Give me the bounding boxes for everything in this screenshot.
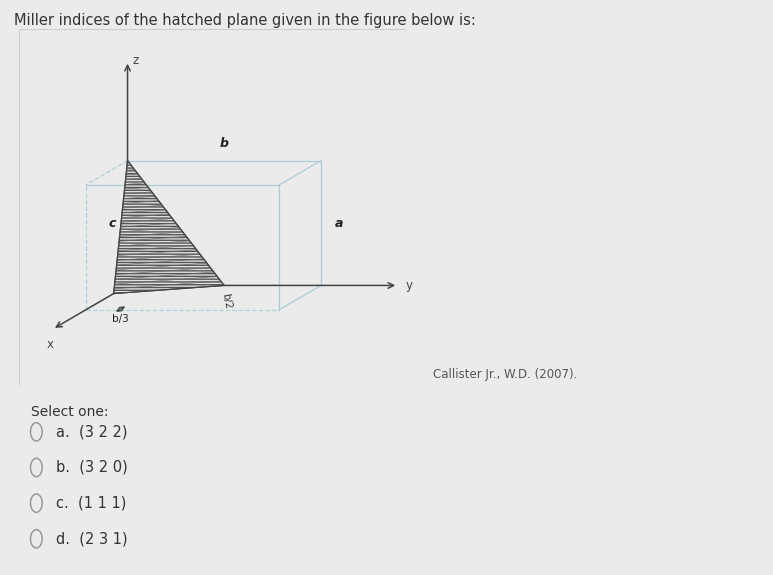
Text: b/2: b/2 xyxy=(220,293,233,310)
Text: c: c xyxy=(108,217,116,229)
Text: b: b xyxy=(220,137,229,150)
Text: Miller indices of the hatched plane given in the figure below is:: Miller indices of the hatched plane give… xyxy=(14,13,476,28)
Text: Select one:: Select one: xyxy=(31,405,108,419)
Text: Callister Jr., W.D. (2007).: Callister Jr., W.D. (2007). xyxy=(433,368,577,381)
Text: a: a xyxy=(335,217,342,229)
Text: c.  (1 1 1): c. (1 1 1) xyxy=(56,496,127,511)
Text: d.  (2 3 1): d. (2 3 1) xyxy=(56,531,128,546)
Text: y: y xyxy=(406,279,413,292)
Text: b/3: b/3 xyxy=(112,315,129,324)
Text: x: x xyxy=(47,338,54,351)
Text: b.  (3 2 0): b. (3 2 0) xyxy=(56,460,128,475)
Text: z: z xyxy=(132,54,138,67)
Text: a.  (3 2 2): a. (3 2 2) xyxy=(56,424,128,439)
Polygon shape xyxy=(114,160,224,294)
